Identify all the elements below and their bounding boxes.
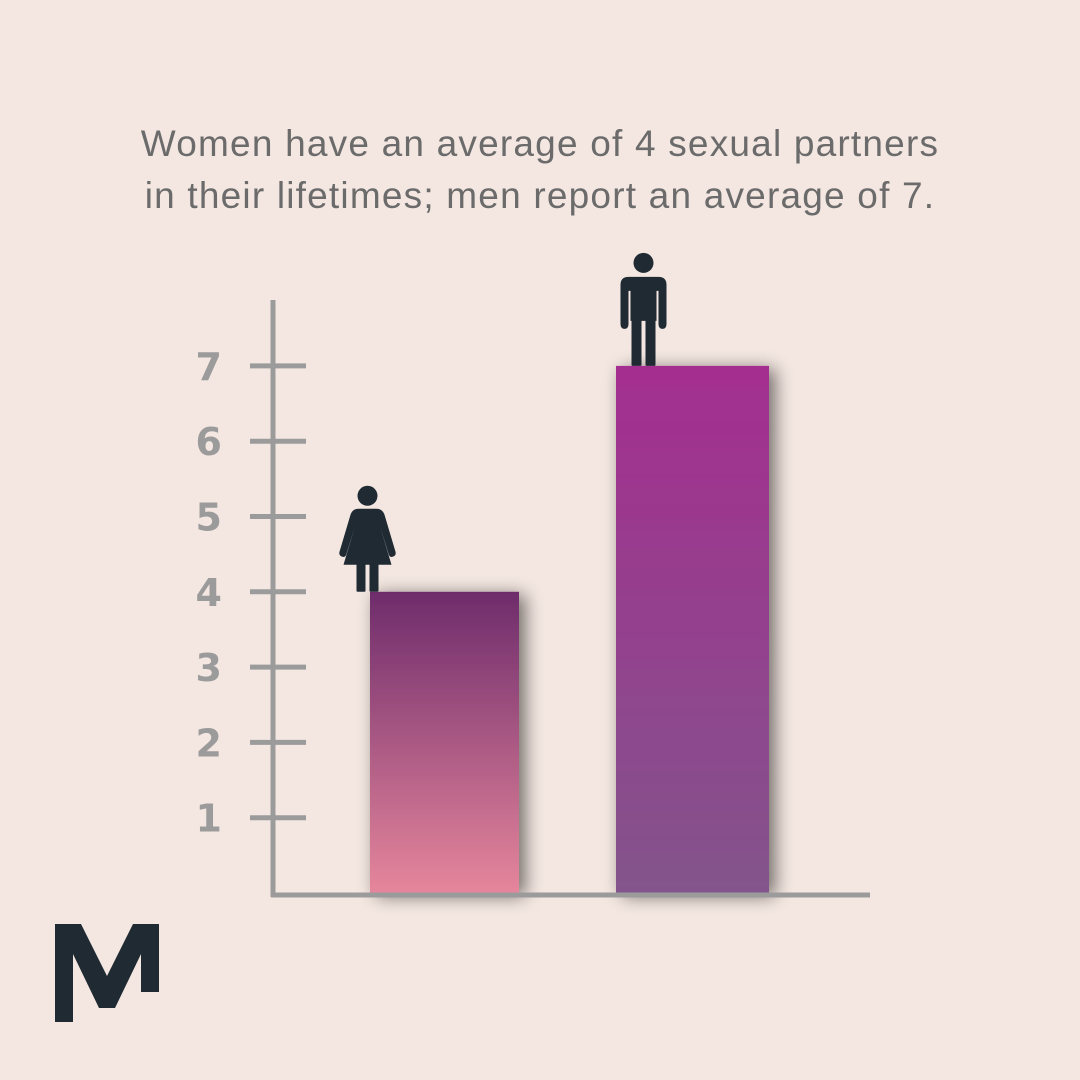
y-tick-label-5: 5 — [196, 496, 222, 540]
chart-title: Women have an average of 4 sexual partne… — [60, 118, 1020, 222]
title-line-1: Women have an average of 4 sexual partne… — [140, 123, 940, 164]
woman-icon — [339, 485, 396, 592]
y-tick-label-1: 1 — [196, 797, 222, 841]
bar-men — [616, 365, 769, 893]
man-icon — [620, 252, 667, 366]
y-tick-label-7: 7 — [196, 345, 222, 389]
y-tick-label-3: 3 — [196, 646, 222, 690]
bar-women — [370, 591, 519, 893]
y-tick-label-2: 2 — [196, 721, 222, 765]
m-logo-icon — [55, 924, 159, 1022]
y-tick-label-4: 4 — [196, 571, 222, 615]
y-tick-label-6: 6 — [196, 420, 222, 464]
title-line-2: in their lifetimes; men report an averag… — [144, 175, 936, 216]
